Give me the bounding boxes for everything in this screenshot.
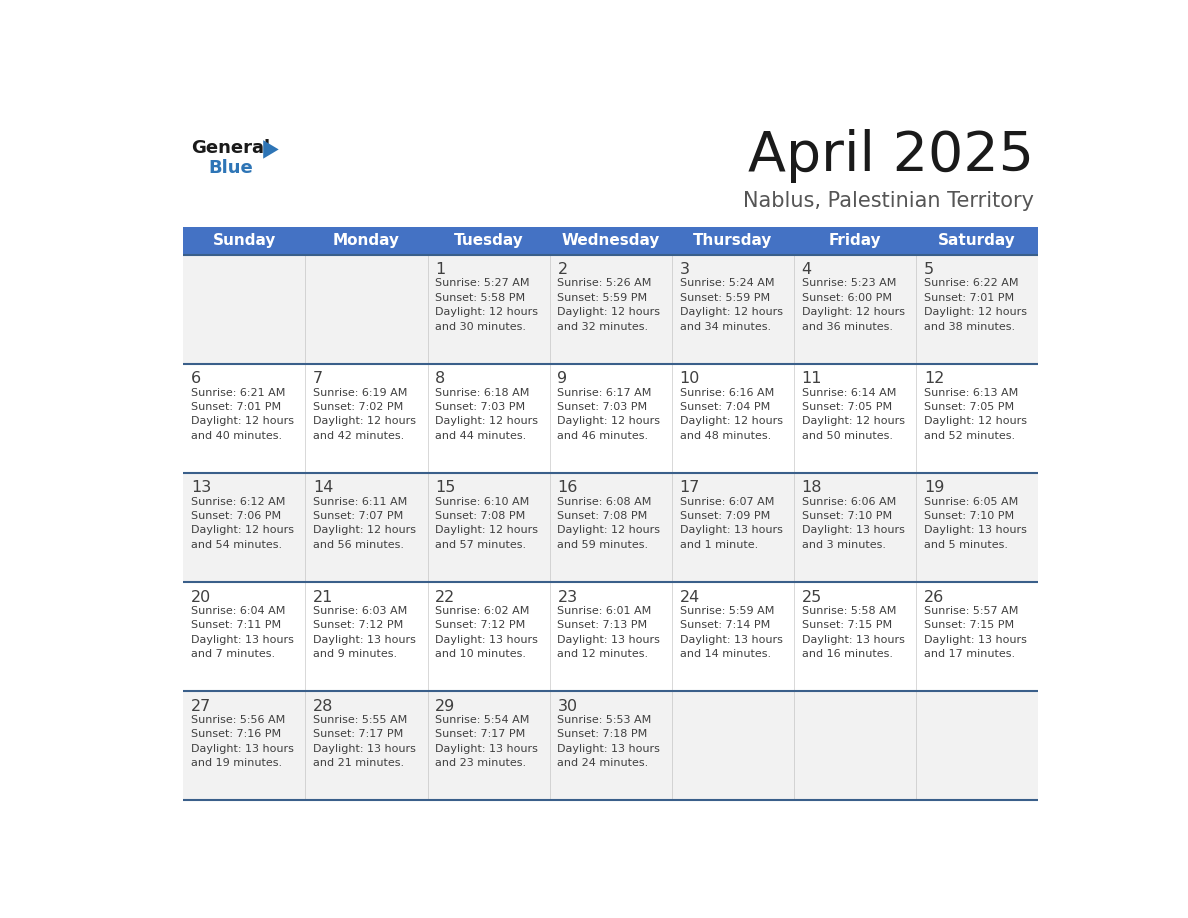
Text: Sunrise: 5:53 AM
Sunset: 7:18 PM
Daylight: 13 hours
and 24 minutes.: Sunrise: 5:53 AM Sunset: 7:18 PM Dayligh…: [557, 715, 661, 768]
Text: 25: 25: [802, 589, 822, 605]
Text: Sunrise: 6:05 AM
Sunset: 7:10 PM
Daylight: 13 hours
and 5 minutes.: Sunrise: 6:05 AM Sunset: 7:10 PM Dayligh…: [924, 497, 1026, 550]
Polygon shape: [264, 140, 279, 159]
Text: Wednesday: Wednesday: [562, 233, 661, 249]
Text: 24: 24: [680, 589, 700, 605]
Text: Sunrise: 6:21 AM
Sunset: 7:01 PM
Daylight: 12 hours
and 40 minutes.: Sunrise: 6:21 AM Sunset: 7:01 PM Dayligh…: [191, 387, 295, 441]
Text: Sunrise: 5:55 AM
Sunset: 7:17 PM
Daylight: 13 hours
and 21 minutes.: Sunrise: 5:55 AM Sunset: 7:17 PM Dayligh…: [314, 715, 416, 768]
Text: 19: 19: [924, 480, 944, 496]
Text: Sunrise: 6:18 AM
Sunset: 7:03 PM
Daylight: 12 hours
and 44 minutes.: Sunrise: 6:18 AM Sunset: 7:03 PM Dayligh…: [435, 387, 538, 441]
Text: 26: 26: [924, 589, 944, 605]
Text: 11: 11: [802, 372, 822, 386]
Text: Sunrise: 5:54 AM
Sunset: 7:17 PM
Daylight: 13 hours
and 23 minutes.: Sunrise: 5:54 AM Sunset: 7:17 PM Dayligh…: [435, 715, 538, 768]
Text: Sunrise: 6:19 AM
Sunset: 7:02 PM
Daylight: 12 hours
and 42 minutes.: Sunrise: 6:19 AM Sunset: 7:02 PM Dayligh…: [314, 387, 416, 441]
Text: Sunrise: 6:12 AM
Sunset: 7:06 PM
Daylight: 12 hours
and 54 minutes.: Sunrise: 6:12 AM Sunset: 7:06 PM Dayligh…: [191, 497, 295, 550]
Text: Sunrise: 6:07 AM
Sunset: 7:09 PM
Daylight: 13 hours
and 1 minute.: Sunrise: 6:07 AM Sunset: 7:09 PM Dayligh…: [680, 497, 783, 550]
Text: 8: 8: [435, 372, 446, 386]
Text: 23: 23: [557, 589, 577, 605]
Text: Sunrise: 6:08 AM
Sunset: 7:08 PM
Daylight: 12 hours
and 59 minutes.: Sunrise: 6:08 AM Sunset: 7:08 PM Dayligh…: [557, 497, 661, 550]
Text: 16: 16: [557, 480, 577, 496]
Text: 15: 15: [435, 480, 456, 496]
Text: 1: 1: [435, 263, 446, 277]
Text: 9: 9: [557, 372, 568, 386]
Text: 29: 29: [435, 699, 456, 713]
Text: 14: 14: [314, 480, 334, 496]
Text: Sunrise: 6:11 AM
Sunset: 7:07 PM
Daylight: 12 hours
and 56 minutes.: Sunrise: 6:11 AM Sunset: 7:07 PM Dayligh…: [314, 497, 416, 550]
Text: Sunday: Sunday: [213, 233, 276, 249]
Text: 27: 27: [191, 699, 211, 713]
Text: 5: 5: [924, 263, 934, 277]
Text: Sunrise: 6:02 AM
Sunset: 7:12 PM
Daylight: 13 hours
and 10 minutes.: Sunrise: 6:02 AM Sunset: 7:12 PM Dayligh…: [435, 606, 538, 659]
Text: Monday: Monday: [333, 233, 400, 249]
Text: Sunrise: 6:16 AM
Sunset: 7:04 PM
Daylight: 12 hours
and 48 minutes.: Sunrise: 6:16 AM Sunset: 7:04 PM Dayligh…: [680, 387, 783, 441]
Text: 22: 22: [435, 589, 456, 605]
Text: Sunrise: 6:13 AM
Sunset: 7:05 PM
Daylight: 12 hours
and 52 minutes.: Sunrise: 6:13 AM Sunset: 7:05 PM Dayligh…: [924, 387, 1026, 441]
Text: April 2025: April 2025: [748, 129, 1035, 184]
Text: Sunrise: 5:59 AM
Sunset: 7:14 PM
Daylight: 13 hours
and 14 minutes.: Sunrise: 5:59 AM Sunset: 7:14 PM Dayligh…: [680, 606, 783, 659]
Text: 13: 13: [191, 480, 211, 496]
Text: Blue: Blue: [208, 160, 253, 177]
Text: Sunrise: 6:06 AM
Sunset: 7:10 PM
Daylight: 13 hours
and 3 minutes.: Sunrise: 6:06 AM Sunset: 7:10 PM Dayligh…: [802, 497, 904, 550]
Text: Sunrise: 6:14 AM
Sunset: 7:05 PM
Daylight: 12 hours
and 50 minutes.: Sunrise: 6:14 AM Sunset: 7:05 PM Dayligh…: [802, 387, 905, 441]
Text: 4: 4: [802, 263, 811, 277]
Text: Sunrise: 5:27 AM
Sunset: 5:58 PM
Daylight: 12 hours
and 30 minutes.: Sunrise: 5:27 AM Sunset: 5:58 PM Dayligh…: [435, 278, 538, 331]
Bar: [183, 691, 1038, 800]
Text: 17: 17: [680, 480, 700, 496]
Text: 28: 28: [314, 699, 334, 713]
Text: Saturday: Saturday: [939, 233, 1016, 249]
Text: Sunrise: 5:57 AM
Sunset: 7:15 PM
Daylight: 13 hours
and 17 minutes.: Sunrise: 5:57 AM Sunset: 7:15 PM Dayligh…: [924, 606, 1026, 659]
Text: 21: 21: [314, 589, 334, 605]
Text: Sunrise: 5:23 AM
Sunset: 6:00 PM
Daylight: 12 hours
and 36 minutes.: Sunrise: 5:23 AM Sunset: 6:00 PM Dayligh…: [802, 278, 905, 331]
Text: Nablus, Palestinian Territory: Nablus, Palestinian Territory: [744, 191, 1035, 211]
Text: General: General: [191, 140, 270, 157]
Text: Sunrise: 6:17 AM
Sunset: 7:03 PM
Daylight: 12 hours
and 46 minutes.: Sunrise: 6:17 AM Sunset: 7:03 PM Dayligh…: [557, 387, 661, 441]
Bar: [183, 254, 1038, 364]
Text: Friday: Friday: [829, 233, 881, 249]
Text: Sunrise: 6:22 AM
Sunset: 7:01 PM
Daylight: 12 hours
and 38 minutes.: Sunrise: 6:22 AM Sunset: 7:01 PM Dayligh…: [924, 278, 1026, 331]
Text: 18: 18: [802, 480, 822, 496]
Text: 2: 2: [557, 263, 568, 277]
Text: 12: 12: [924, 372, 944, 386]
Text: Sunrise: 5:24 AM
Sunset: 5:59 PM
Daylight: 12 hours
and 34 minutes.: Sunrise: 5:24 AM Sunset: 5:59 PM Dayligh…: [680, 278, 783, 331]
Text: Sunrise: 5:56 AM
Sunset: 7:16 PM
Daylight: 13 hours
and 19 minutes.: Sunrise: 5:56 AM Sunset: 7:16 PM Dayligh…: [191, 715, 293, 768]
Text: Thursday: Thursday: [694, 233, 772, 249]
Bar: [183, 227, 1038, 254]
Bar: [183, 473, 1038, 582]
Text: 6: 6: [191, 372, 201, 386]
Text: Sunrise: 6:10 AM
Sunset: 7:08 PM
Daylight: 12 hours
and 57 minutes.: Sunrise: 6:10 AM Sunset: 7:08 PM Dayligh…: [435, 497, 538, 550]
Text: Tuesday: Tuesday: [454, 233, 524, 249]
Text: 20: 20: [191, 589, 211, 605]
Text: Sunrise: 6:01 AM
Sunset: 7:13 PM
Daylight: 13 hours
and 12 minutes.: Sunrise: 6:01 AM Sunset: 7:13 PM Dayligh…: [557, 606, 661, 659]
Text: Sunrise: 5:58 AM
Sunset: 7:15 PM
Daylight: 13 hours
and 16 minutes.: Sunrise: 5:58 AM Sunset: 7:15 PM Dayligh…: [802, 606, 904, 659]
Bar: [183, 582, 1038, 691]
Text: 3: 3: [680, 263, 689, 277]
Text: Sunrise: 6:03 AM
Sunset: 7:12 PM
Daylight: 13 hours
and 9 minutes.: Sunrise: 6:03 AM Sunset: 7:12 PM Dayligh…: [314, 606, 416, 659]
Text: 10: 10: [680, 372, 700, 386]
Bar: [183, 364, 1038, 473]
Text: 30: 30: [557, 699, 577, 713]
Text: 7: 7: [314, 372, 323, 386]
Text: Sunrise: 6:04 AM
Sunset: 7:11 PM
Daylight: 13 hours
and 7 minutes.: Sunrise: 6:04 AM Sunset: 7:11 PM Dayligh…: [191, 606, 293, 659]
Text: Sunrise: 5:26 AM
Sunset: 5:59 PM
Daylight: 12 hours
and 32 minutes.: Sunrise: 5:26 AM Sunset: 5:59 PM Dayligh…: [557, 278, 661, 331]
